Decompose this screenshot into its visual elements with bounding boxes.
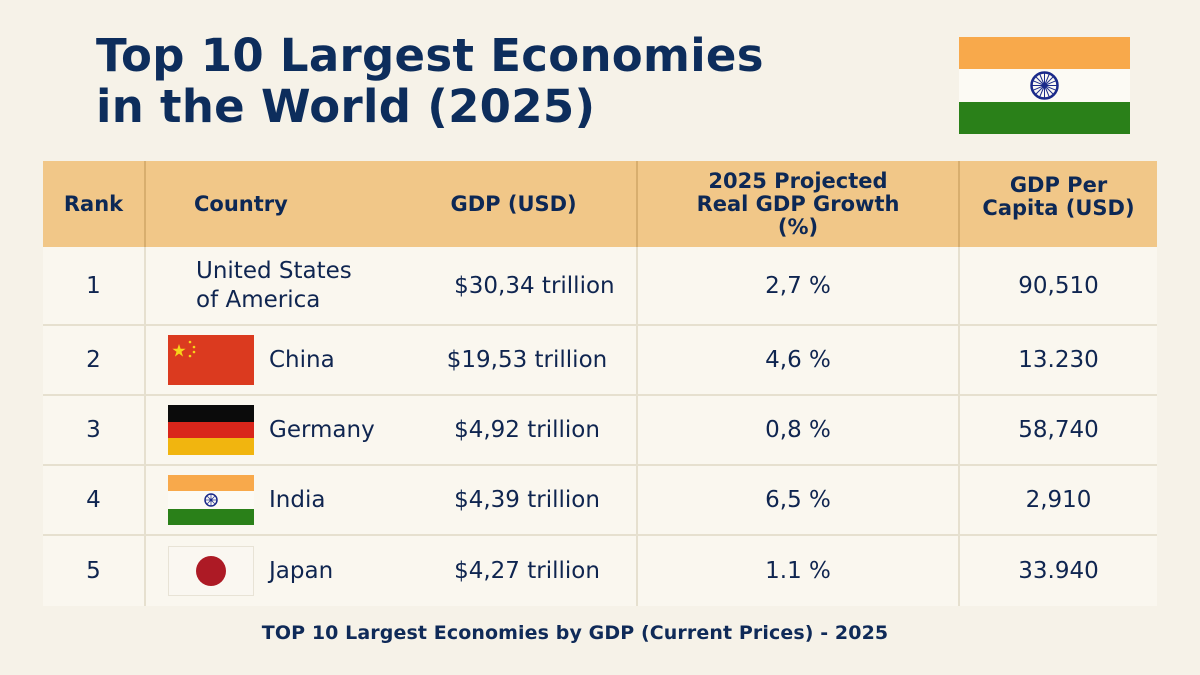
header-per-capita-line-1: GDP Per <box>1009 173 1108 197</box>
growth-value: 6,5 % <box>638 466 960 534</box>
header-country: Country <box>194 191 288 216</box>
per-capita-value: 33.940 <box>1018 558 1099 584</box>
table-row: 1 United States of America $30,34 trilli… <box>43 247 1157 326</box>
per-capita-value: 90,510 <box>1018 272 1099 299</box>
growth-value: 2,7 % <box>638 247 960 324</box>
header-growth-line-3: (%) <box>777 214 819 239</box>
growth-value: 1.1 % <box>638 536 960 606</box>
header-growth-line-1: 2025 Projected <box>708 168 888 193</box>
rank-cell: 4 <box>43 466 146 534</box>
growth-value: 0,8 % <box>638 396 960 464</box>
country-gdp-cell: China $19,53 trillion <box>146 326 638 394</box>
country-name: Germany <box>269 416 375 443</box>
country-name: United States of America <box>196 257 433 315</box>
table-row: 3 Germany $4,92 trillion 0,8 % 58,740 <box>43 396 1157 466</box>
country-gdp-cell: India $4,39 trillion <box>146 466 638 534</box>
table-header-row: Rank Country GDP (USD) 2025 Projected Re… <box>43 161 1157 247</box>
country-name-line-1: United States <box>196 257 352 284</box>
table-row: 2 China $19,53 trillion 4,6 % 13.230 <box>43 326 1157 396</box>
china-flag-icon <box>168 335 254 385</box>
country-name: China <box>269 346 335 373</box>
page-title-line-1: Top 10 Largest Economies <box>96 29 764 82</box>
gdp-value: $4,27 trillion <box>454 558 600 584</box>
gdp-value: $4,39 trillion <box>454 487 600 513</box>
india-flag-icon <box>959 37 1130 134</box>
rank-cell: 5 <box>43 536 146 606</box>
rank-cell: 3 <box>43 396 146 464</box>
growth-value: 4,6 % <box>638 326 960 394</box>
header-growth: 2025 Projected Real GDP Growth (%) <box>638 161 960 247</box>
per-capita-value: 2,910 <box>1025 487 1092 513</box>
country-name: India <box>269 486 326 513</box>
header-gdp: GDP (USD) <box>450 191 577 216</box>
page-title-line-2: in the World (2025) <box>96 80 596 133</box>
country-gdp-cell: Japan $4,27 trillion <box>146 536 638 606</box>
table-row: 5 Japan $4,27 trillion 1.1 % 33.940 <box>43 536 1157 606</box>
country-gdp-cell: Germany $4,92 trillion <box>146 396 638 464</box>
economies-table: Rank Country GDP (USD) 2025 Projected Re… <box>43 161 1157 606</box>
country-gdp-cell: United States of America $30,34 trillion <box>146 247 638 324</box>
japan-flag-icon <box>168 546 254 596</box>
country-name-line-2: of America <box>196 286 321 313</box>
rank-cell: 2 <box>43 326 146 394</box>
footer-caption: TOP 10 Largest Economies by GDP (Current… <box>261 622 889 644</box>
germany-flag-icon <box>168 405 254 455</box>
page-title: Top 10 Largest Economies in the World (2… <box>96 30 916 132</box>
gdp-value: $19,53 trillion <box>446 347 608 373</box>
header-per-capita-line-2: Capita (USD) <box>982 196 1135 220</box>
country-name: Japan <box>269 557 334 584</box>
rank-cell: 1 <box>43 247 146 324</box>
per-capita-value: 58,740 <box>1018 417 1099 443</box>
header-country-gdp: Country GDP (USD) <box>146 161 638 247</box>
header-per-capita: GDP Per Capita (USD) <box>960 161 1157 247</box>
header-growth-line-2: Real GDP Growth <box>696 191 900 216</box>
header-rank: Rank <box>43 161 146 247</box>
gdp-value: $4,92 trillion <box>454 417 600 443</box>
per-capita-value: 13.230 <box>1018 347 1099 373</box>
table-row: 4 India $4,39 trillion <box>43 466 1157 536</box>
india-flag-icon <box>168 475 254 525</box>
gdp-value: $30,34 trillion <box>454 272 615 299</box>
